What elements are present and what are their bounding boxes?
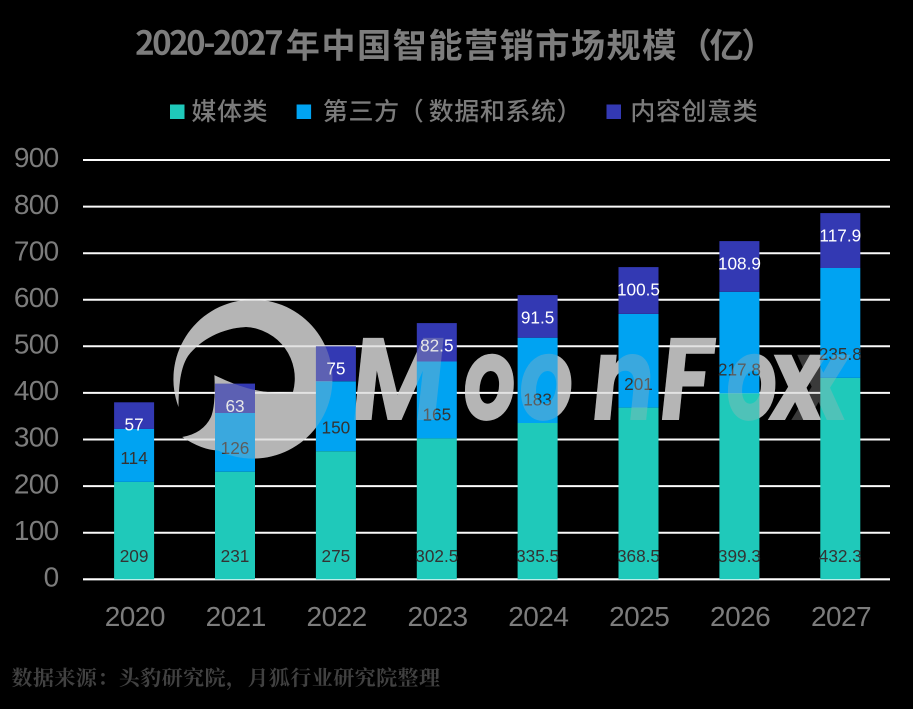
svg-text:302.5: 302.5 [415, 546, 458, 566]
svg-text:432.3: 432.3 [819, 546, 862, 566]
svg-text:300: 300 [14, 422, 59, 453]
svg-text:275: 275 [322, 546, 351, 566]
svg-text:2026: 2026 [710, 601, 770, 632]
svg-text:600: 600 [14, 282, 59, 313]
svg-text:368.5: 368.5 [617, 546, 660, 566]
svg-text:800: 800 [14, 189, 59, 220]
svg-text:150: 150 [322, 418, 351, 438]
svg-text:2021: 2021 [206, 601, 266, 632]
svg-text:700: 700 [14, 235, 59, 266]
svg-text:2022: 2022 [307, 601, 367, 632]
svg-text:400: 400 [14, 375, 59, 406]
svg-text:108.9: 108.9 [718, 253, 761, 273]
svg-text:100: 100 [14, 515, 59, 546]
svg-text:2024: 2024 [508, 601, 568, 632]
svg-text:117.9: 117.9 [819, 225, 861, 245]
svg-text:100.5: 100.5 [617, 279, 660, 299]
svg-text:335.5: 335.5 [516, 546, 559, 566]
svg-text:2020: 2020 [105, 601, 165, 632]
svg-text:399.3: 399.3 [718, 546, 761, 566]
svg-text:200: 200 [14, 468, 59, 499]
svg-text:2023: 2023 [407, 601, 467, 632]
svg-text:2027: 2027 [811, 601, 871, 632]
svg-text:57: 57 [125, 415, 144, 435]
svg-text:235.8: 235.8 [819, 344, 862, 364]
svg-text:0: 0 [44, 562, 59, 593]
svg-text:500: 500 [14, 329, 59, 360]
svg-text:114: 114 [120, 448, 148, 468]
svg-text:209: 209 [120, 546, 149, 566]
svg-text:2025: 2025 [609, 601, 669, 632]
svg-text:91.5: 91.5 [521, 307, 554, 327]
svg-text:900: 900 [14, 142, 59, 173]
svg-text:231: 231 [221, 546, 250, 566]
